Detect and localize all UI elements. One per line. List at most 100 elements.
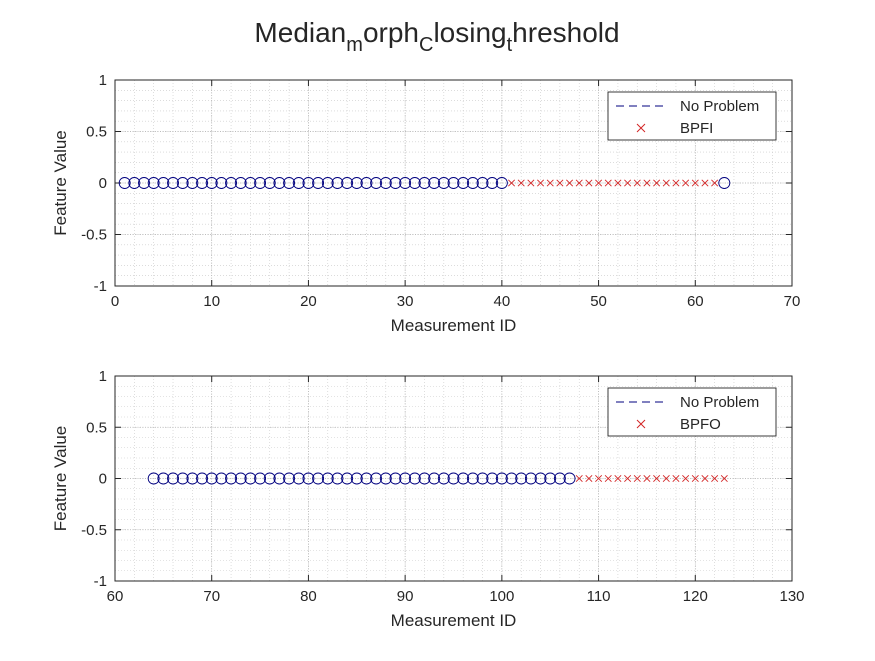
data-point-fault bbox=[701, 179, 709, 187]
y-tick-label: -1 bbox=[94, 573, 107, 590]
data-point-no-problem bbox=[389, 472, 402, 485]
data-point-no-problem bbox=[176, 177, 189, 189]
title-part: C bbox=[419, 34, 433, 56]
chart-2: 60 70 80 90 100 110 120 130 1 0.5 0 -0.5 -1 Measureme… bbox=[51, 368, 805, 630]
data-point-fault bbox=[643, 179, 651, 187]
data-point-fault bbox=[595, 474, 603, 483]
y-tick-label: -1 bbox=[94, 278, 107, 295]
y-tick-label: 1 bbox=[99, 72, 107, 89]
data-point-fault bbox=[633, 179, 641, 187]
legend-label: BPFO bbox=[680, 416, 721, 433]
data-point-fault bbox=[527, 179, 535, 187]
data-point-no-problem bbox=[331, 472, 344, 485]
data-point-no-problem bbox=[205, 177, 218, 189]
data-point-no-problem bbox=[399, 177, 412, 189]
x-tick-label: 130 bbox=[779, 588, 804, 605]
data-point-no-problem bbox=[244, 177, 257, 189]
data-point-fault bbox=[508, 179, 516, 187]
x-tick-label: 50 bbox=[590, 293, 607, 310]
data-point-fault bbox=[682, 474, 690, 483]
x-tick-label: 20 bbox=[300, 293, 317, 310]
data-point-no-problem bbox=[292, 177, 305, 189]
x-tick-label: 0 bbox=[111, 293, 119, 310]
data-point-fault bbox=[711, 179, 719, 187]
data-point-no-problem bbox=[341, 177, 354, 189]
data-point-no-problem bbox=[718, 177, 731, 189]
data-point-no-problem bbox=[466, 472, 479, 485]
data-point-fault bbox=[585, 179, 593, 187]
data-point-fault bbox=[585, 474, 593, 483]
data-point-no-problem bbox=[254, 177, 267, 189]
data-point-no-problem bbox=[302, 472, 315, 485]
data-point-no-problem bbox=[157, 177, 170, 189]
title-part: orph bbox=[363, 17, 419, 48]
data-point-no-problem bbox=[428, 177, 441, 189]
data-point-fault bbox=[517, 179, 525, 187]
data-point-no-problem bbox=[225, 472, 238, 485]
data-point-no-problem bbox=[147, 177, 160, 189]
x-tick-label: 120 bbox=[683, 588, 708, 605]
legend-swatch-x bbox=[636, 419, 646, 429]
data-point-no-problem bbox=[360, 472, 373, 485]
data-point-no-problem bbox=[360, 177, 373, 189]
data-point-no-problem bbox=[312, 472, 325, 485]
data-point-no-problem bbox=[476, 472, 489, 485]
data-point-fault bbox=[672, 179, 680, 187]
data-point-no-problem bbox=[418, 177, 431, 189]
data-point-no-problem bbox=[292, 472, 305, 485]
data-point-fault bbox=[595, 179, 603, 187]
legend-label: No Problem bbox=[680, 98, 759, 115]
data-point-no-problem bbox=[273, 177, 286, 189]
title-part: hreshold bbox=[512, 17, 619, 48]
data-point-no-problem bbox=[437, 472, 450, 485]
y-tick-label: 0 bbox=[99, 175, 107, 192]
x-tick-label: 80 bbox=[300, 588, 317, 605]
data-point-fault bbox=[653, 179, 661, 187]
data-point-no-problem bbox=[244, 472, 257, 485]
data-point-no-problem bbox=[225, 177, 238, 189]
data-point-fault bbox=[624, 179, 632, 187]
data-point-no-problem bbox=[196, 472, 208, 485]
data-point-no-problem bbox=[186, 472, 199, 485]
data-point-no-problem bbox=[205, 472, 218, 485]
data-point-fault bbox=[604, 474, 612, 483]
title-part: t bbox=[507, 34, 513, 56]
data-point-no-problem bbox=[408, 177, 421, 189]
data-point-fault bbox=[604, 179, 612, 187]
data-point-no-problem bbox=[495, 177, 508, 189]
data-point-no-problem bbox=[196, 177, 208, 189]
y-tick-label: -0.5 bbox=[81, 522, 107, 539]
data-point-fault bbox=[575, 474, 583, 483]
data-point-fault bbox=[546, 179, 554, 187]
data-point-fault bbox=[614, 474, 622, 483]
figure-title: MedianmorphClosingthreshold bbox=[254, 17, 619, 56]
data-point-no-problem bbox=[350, 472, 363, 485]
data-point-no-problem bbox=[234, 177, 247, 189]
data-point-no-problem bbox=[408, 472, 421, 485]
data-point-no-problem bbox=[544, 472, 557, 485]
data-point-fault bbox=[711, 474, 719, 483]
data-point-fault bbox=[614, 179, 622, 187]
data-point-fault bbox=[653, 474, 661, 483]
y-axis-label: Feature Value bbox=[51, 426, 70, 532]
x-tick-label: 70 bbox=[203, 588, 220, 605]
data-point-no-problem bbox=[321, 472, 334, 485]
data-point-no-problem bbox=[486, 472, 499, 485]
data-point-no-problem bbox=[157, 472, 170, 485]
data-point-no-problem bbox=[534, 472, 547, 485]
data-point-no-problem bbox=[254, 472, 267, 485]
data-point-no-problem bbox=[234, 472, 247, 485]
title-part: m bbox=[346, 34, 363, 56]
data-point-no-problem bbox=[128, 177, 141, 189]
data-point-no-problem bbox=[524, 472, 537, 485]
data-point-fault bbox=[720, 474, 728, 483]
y-tick-label: 1 bbox=[99, 368, 107, 385]
data-point-no-problem bbox=[495, 472, 508, 485]
data-point-no-problem bbox=[321, 177, 334, 189]
title-part: Median bbox=[254, 17, 346, 48]
data-point-no-problem bbox=[331, 177, 344, 189]
data-point-no-problem bbox=[167, 177, 179, 189]
legend: No Problem BPFI bbox=[607, 91, 777, 141]
data-point-no-problem bbox=[283, 177, 296, 189]
